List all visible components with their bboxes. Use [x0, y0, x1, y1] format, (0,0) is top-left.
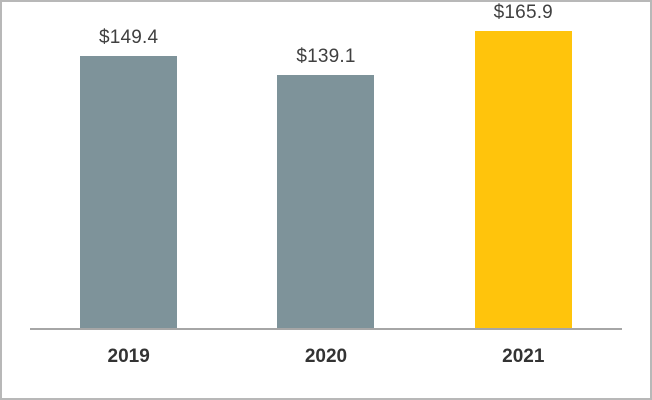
x-axis-labels: 2019 2020 2021 — [30, 332, 622, 398]
bar-value-label: $165.9 — [493, 2, 553, 23]
plot-area: $149.4 $139.1 $165.9 — [30, 2, 622, 330]
x-axis-tick-label: 2020 — [304, 346, 348, 367]
x-axis-tick-label: 2021 — [502, 346, 545, 367]
bar-column: $165.9 — [425, 2, 622, 328]
bar — [80, 56, 178, 328]
bar-value-label: $149.4 — [98, 27, 159, 48]
x-axis-tick-label: 2019 — [107, 346, 150, 367]
bar-column: $149.4 — [30, 2, 227, 328]
bar — [474, 31, 572, 328]
bar-column: $139.1 — [227, 2, 424, 328]
bar-value-label: $139.1 — [296, 46, 356, 67]
bar — [277, 75, 375, 328]
